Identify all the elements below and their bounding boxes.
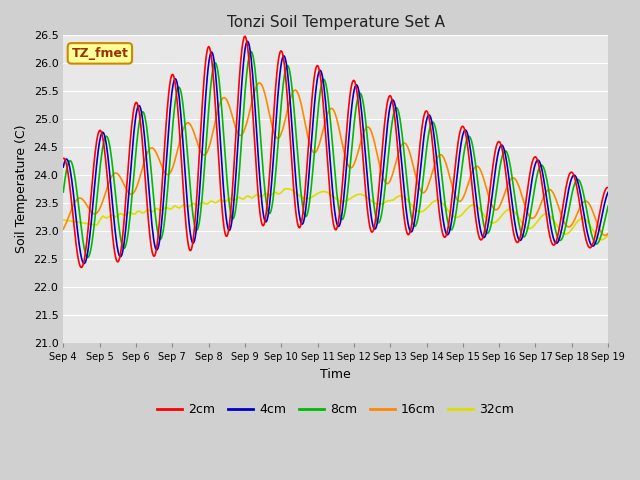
8cm [69, 165, 77, 170]
4cm [419, 139, 427, 145]
32cm [180, 202, 188, 208]
32cm [60, 217, 67, 223]
4cm [403, 216, 411, 222]
2cm [69, 215, 77, 220]
Line: 2cm: 2cm [63, 36, 608, 267]
32cm [283, 186, 291, 192]
32cm [125, 210, 133, 216]
Y-axis label: Soil Temperature (C): Soil Temperature (C) [15, 125, 28, 253]
Line: 8cm: 8cm [63, 52, 608, 257]
16cm [601, 232, 609, 238]
2cm [182, 214, 189, 220]
8cm [248, 49, 255, 55]
8cm [60, 189, 67, 195]
2cm [604, 185, 612, 191]
32cm [209, 199, 217, 205]
8cm [419, 175, 427, 181]
2cm [419, 117, 427, 122]
4cm [69, 188, 77, 194]
16cm [403, 142, 410, 148]
16cm [69, 203, 77, 208]
16cm [419, 190, 426, 195]
Line: 16cm: 16cm [63, 83, 608, 235]
8cm [126, 214, 134, 220]
2cm [60, 156, 67, 161]
32cm [604, 233, 612, 239]
32cm [419, 208, 426, 214]
Line: 4cm: 4cm [63, 41, 608, 264]
16cm [209, 127, 217, 133]
16cm [125, 191, 133, 196]
Text: TZ_fmet: TZ_fmet [72, 47, 129, 60]
Legend: 2cm, 4cm, 8cm, 16cm, 32cm: 2cm, 4cm, 8cm, 16cm, 32cm [152, 398, 519, 421]
4cm [80, 261, 88, 266]
16cm [180, 123, 188, 129]
8cm [211, 61, 218, 67]
8cm [403, 182, 411, 188]
4cm [211, 58, 218, 64]
8cm [182, 125, 189, 131]
16cm [60, 226, 67, 232]
4cm [60, 164, 67, 170]
4cm [604, 190, 612, 195]
2cm [403, 231, 411, 237]
8cm [604, 203, 612, 209]
2cm [77, 264, 85, 270]
8cm [84, 254, 92, 260]
32cm [403, 196, 410, 202]
32cm [598, 237, 606, 242]
4cm [182, 173, 189, 179]
4cm [244, 38, 252, 44]
2cm [126, 141, 134, 147]
4cm [126, 176, 134, 181]
X-axis label: Time: Time [321, 368, 351, 381]
16cm [256, 80, 264, 86]
2cm [241, 34, 249, 39]
32cm [69, 218, 77, 224]
2cm [211, 84, 218, 90]
Line: 32cm: 32cm [63, 189, 608, 240]
16cm [604, 230, 612, 236]
Title: Tonzi Soil Temperature Set A: Tonzi Soil Temperature Set A [227, 15, 445, 30]
